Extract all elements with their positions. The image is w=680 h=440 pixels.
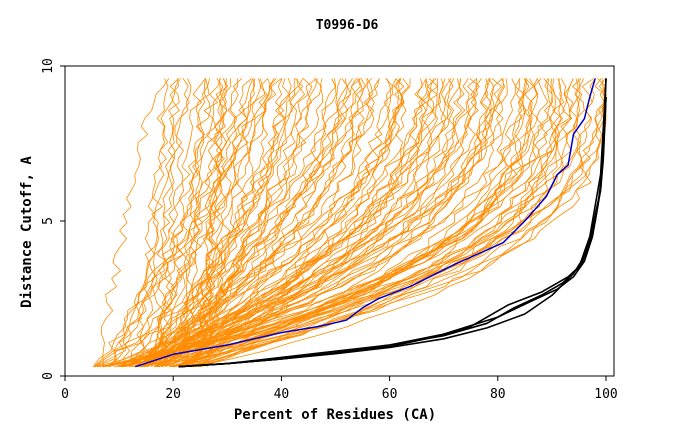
model-line [195, 78, 402, 368]
model-line [129, 78, 478, 368]
model-line [119, 78, 530, 368]
x-tick-label: 60 [382, 387, 398, 402]
model-line [94, 78, 323, 368]
model-line [178, 78, 516, 368]
blue-model-line [135, 78, 596, 368]
model-line [151, 78, 206, 367]
model-line [143, 78, 397, 368]
background-model-lines [92, 78, 607, 368]
model-line [98, 78, 574, 368]
highlight-model-lines [135, 78, 607, 368]
model-line [178, 78, 223, 367]
model-line [155, 78, 411, 367]
model-line [95, 78, 372, 368]
y-axis-ticks: 0 5 10 [41, 58, 65, 380]
model-line [122, 78, 435, 367]
model-line [138, 78, 553, 368]
chart-title: T0996-D6 [316, 18, 379, 33]
model-line [135, 78, 169, 367]
model-line [160, 78, 322, 368]
y-tick-label: 10 [41, 58, 56, 74]
model-line [122, 78, 192, 367]
model-line [193, 78, 596, 368]
model-line [108, 78, 221, 367]
x-tick-label: 0 [61, 387, 69, 402]
model-line [135, 78, 292, 368]
model-line [142, 78, 252, 367]
model-line [103, 78, 585, 368]
model-line [173, 78, 607, 368]
model-line [102, 78, 606, 368]
model-line [106, 78, 232, 368]
model-line [178, 78, 542, 368]
x-axis-ticks: 0 20 40 60 80 100 [61, 376, 618, 402]
model-line [96, 78, 502, 368]
black-model-line [178, 78, 607, 368]
model-line [121, 78, 505, 368]
model-line [156, 78, 574, 368]
model-line [109, 78, 277, 367]
model-line [153, 78, 180, 367]
model-line [154, 78, 317, 368]
model-line [102, 78, 262, 367]
x-tick-label: 100 [594, 387, 617, 402]
model-line [93, 78, 170, 367]
model-line [154, 78, 465, 368]
model-line [121, 78, 366, 368]
model-line [93, 78, 410, 368]
model-line [140, 78, 181, 367]
model-line [150, 78, 180, 367]
model-line [121, 78, 461, 368]
model-line [124, 78, 524, 368]
model-line [137, 78, 478, 368]
model-line [180, 78, 361, 368]
y-tick-label: 5 [41, 217, 56, 225]
model-line [131, 78, 272, 367]
model-line [141, 78, 607, 368]
model-line [178, 78, 210, 367]
model-line [142, 78, 299, 367]
model-line [145, 78, 305, 367]
model-line [137, 78, 380, 367]
x-tick-label: 20 [165, 387, 181, 402]
model-line [171, 78, 556, 368]
model-line [174, 78, 607, 368]
model-line [141, 78, 454, 367]
model-line [147, 78, 357, 368]
model-line [144, 78, 438, 368]
y-axis-label: Distance Cutoff, A [19, 156, 35, 308]
black-model-line [178, 78, 607, 368]
model-line [181, 78, 394, 368]
model-line [119, 78, 380, 368]
model-line [116, 78, 565, 368]
y-tick-label: 0 [41, 372, 56, 380]
model-line [131, 78, 504, 368]
x-tick-label: 80 [490, 387, 506, 402]
model-line [194, 78, 594, 368]
model-line [155, 78, 277, 368]
model-line [161, 78, 190, 367]
x-axis-label: Percent of Residues (CA) [234, 407, 436, 423]
model-line [159, 78, 426, 368]
model-line [105, 78, 428, 368]
x-tick-label: 40 [274, 387, 290, 402]
model-line [189, 78, 227, 367]
model-line [121, 78, 282, 368]
model-line [108, 78, 482, 368]
model-line [170, 78, 527, 368]
model-line [198, 78, 269, 367]
